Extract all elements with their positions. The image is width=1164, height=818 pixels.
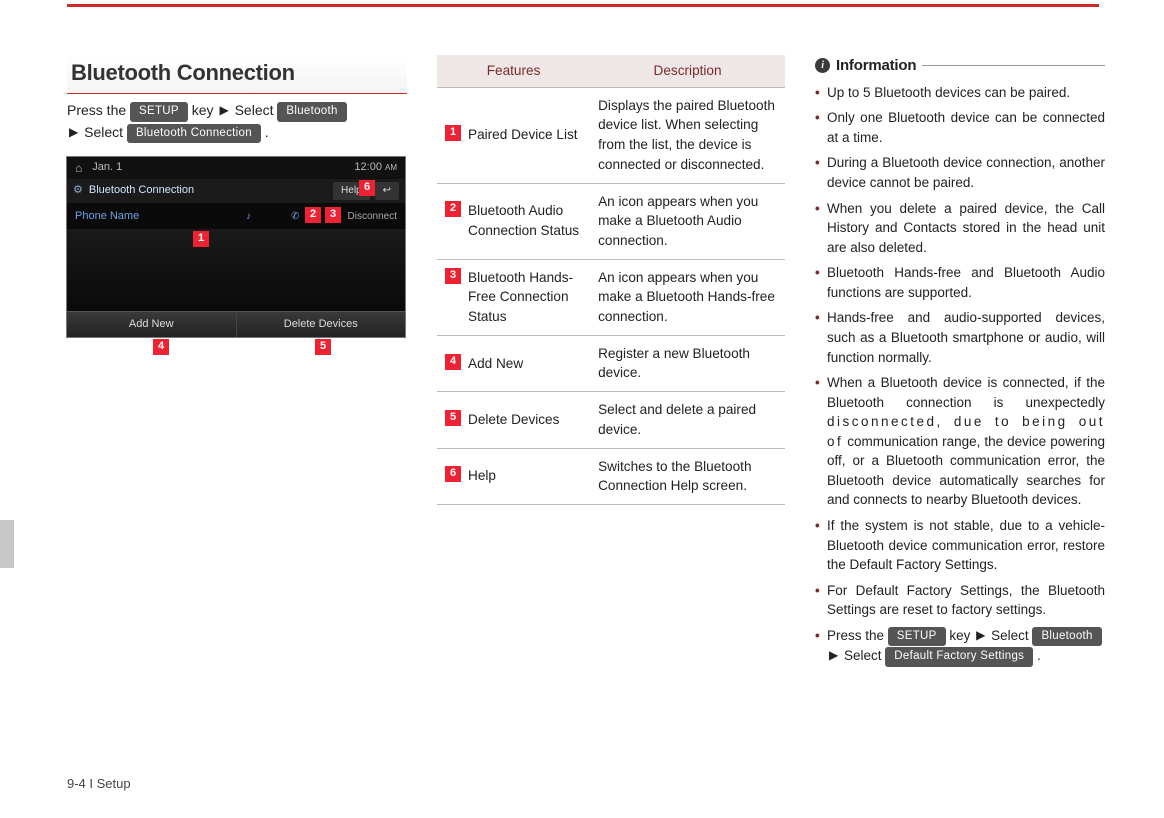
info-item: Only one Bluetooth device can be connect… — [815, 108, 1105, 147]
text: key — [192, 102, 218, 118]
info-rule — [922, 65, 1105, 66]
info-item: When you delete a paired device, the Cal… — [815, 199, 1105, 258]
table-row: 3Bluetooth Hands-Free Connection Status … — [437, 259, 785, 335]
information-heading: i Information — [815, 55, 1105, 77]
row-num: 3 — [445, 268, 461, 284]
row-desc: An icon appears when you make a Bluetoot… — [590, 259, 785, 335]
text: Select — [844, 648, 885, 663]
table-row: 2 Bluetooth Audio Connection Status An ic… — [437, 183, 785, 259]
info-item: Up to 5 Bluetooth devices can be paired. — [815, 83, 1105, 103]
row-desc: Displays the paired Bluetooth device lis… — [590, 87, 785, 183]
text: . — [265, 124, 269, 140]
intro-paragraph: Press the SETUP key ▶ Select Bluetooth ▶… — [67, 100, 407, 143]
back-button[interactable]: ↩ — [375, 182, 399, 201]
text: Press the — [827, 628, 888, 643]
info-item-last: Press the SETUP key ▶ Select Bluetooth ▶… — [815, 626, 1105, 667]
callout-4: 4 — [153, 339, 169, 355]
callout-row-bottom: 4 5 — [67, 337, 407, 357]
row-desc: Register a new Bluetooth device. — [590, 335, 785, 391]
info-item: During a Bluetooth device connection, an… — [815, 153, 1105, 192]
info-item: For Default Factory Settings, the Blueto… — [815, 581, 1105, 620]
text: Select — [991, 628, 1032, 643]
mock-statusbar: ⌂ Jan. 1 12:00 AM — [67, 157, 405, 179]
row-num: 1 — [445, 125, 461, 141]
arrow-icon: ▶ — [974, 627, 987, 644]
mock-date: Jan. 1 — [92, 160, 122, 176]
information-list: Up to 5 Bluetooth devices can be paired.… — [815, 83, 1105, 667]
default-factory-settings-key: Default Factory Settings — [885, 647, 1033, 667]
column-right: i Information Up to 5 Bluetooth devices … — [815, 55, 1105, 673]
text: Select — [235, 102, 278, 118]
text: Press the — [67, 102, 130, 118]
page-footer: 9-4 I Setup — [67, 775, 131, 794]
table-row: 1 Paired Device List Displays the paired … — [437, 87, 785, 183]
bluetooth-key: Bluetooth — [277, 102, 346, 122]
phone-icon: ✆ — [291, 210, 299, 225]
mock-title: Bluetooth Connection — [89, 183, 194, 199]
callout-2: 2 — [305, 207, 321, 223]
page-content: Bluetooth Connection Press the SETUP key… — [67, 55, 1107, 673]
callout-6: 6 — [359, 180, 375, 196]
setup-key: SETUP — [130, 102, 188, 122]
screenshot-mock: ⌂ Jan. 1 12:00 AM ⚙ Bluetooth Connection… — [67, 157, 405, 337]
setup-key: SETUP — [888, 627, 946, 647]
info-title: Information — [836, 55, 916, 77]
row-num: 2 — [445, 201, 461, 217]
info-item: Bluetooth Hands-free and Bluetooth Audio… — [815, 263, 1105, 302]
th-features: Features — [437, 55, 590, 87]
delete-devices-button[interactable]: Delete Devices — [236, 311, 406, 337]
info-icon: i — [815, 58, 830, 73]
callout-1: 1 — [193, 231, 209, 247]
row-feature: Delete Devices — [468, 410, 559, 430]
table-row: 4 Add New Register a new Bluetooth device… — [437, 335, 785, 391]
th-description: Description — [590, 55, 785, 87]
time-ampm: AM — [385, 163, 397, 172]
text: Select — [84, 124, 127, 140]
info-item: If the system is not stable, due to a ve… — [815, 516, 1105, 575]
row-feature: Add New — [468, 354, 523, 374]
mock-titlebar: ⚙ Bluetooth Connection Help ↩ — [67, 179, 405, 203]
info-item: Hands-free and audio-supported devices, … — [815, 308, 1105, 367]
mock-time: 12:00 AM — [354, 160, 397, 176]
mock-footer: Add New Delete Devices — [67, 311, 405, 337]
row-num: 4 — [445, 354, 461, 370]
home-icon: ⌂ — [75, 160, 82, 177]
column-left: Bluetooth Connection Press the SETUP key… — [67, 55, 407, 673]
arrow-icon: ▶ — [217, 102, 230, 119]
top-rule — [67, 4, 1099, 7]
features-table: Features Description 1 Paired Device List… — [437, 55, 785, 505]
table-row: 6 Help Switches to the Bluetooth Connecti… — [437, 448, 785, 504]
row-feature: Paired Device List — [468, 125, 578, 145]
column-middle: Features Description 1 Paired Device List… — [437, 55, 785, 673]
callout-3: 3 — [325, 207, 341, 223]
row-num: 5 — [445, 410, 461, 426]
phone-name-label: Phone Name — [75, 209, 139, 225]
mock-list-body — [67, 229, 405, 311]
row-desc: Switches to the Bluetooth Connection Hel… — [590, 448, 785, 504]
row-desc: Select and delete a paired device. — [590, 392, 785, 448]
audio-icon: ♪ — [246, 210, 251, 225]
disconnect-label: Disconnect — [348, 210, 397, 225]
arrow-icon: ▶ — [67, 124, 80, 141]
text: . — [1037, 648, 1041, 663]
bluetooth-connection-key: Bluetooth Connection — [127, 124, 261, 144]
add-new-button[interactable]: Add New — [67, 311, 236, 337]
row-feature: Help — [468, 466, 496, 486]
mock-list-header: Phone Name ♪ ✆ Disconnect — [67, 203, 405, 229]
section-heading: Bluetooth Connection — [67, 55, 407, 94]
time-value: 12:00 — [354, 161, 382, 173]
row-feature: Bluetooth Audio Connection Status — [468, 201, 582, 240]
bluetooth-key: Bluetooth — [1032, 627, 1101, 647]
row-desc: An icon appears when you make a Bluetoot… — [590, 183, 785, 259]
arrow-icon: ▶ — [827, 647, 840, 664]
callout-5: 5 — [315, 339, 331, 355]
text: key — [949, 628, 974, 643]
row-num: 6 — [445, 466, 461, 482]
side-tab — [0, 520, 14, 568]
row-feature: Bluetooth Hands-Free Connection Status — [468, 268, 582, 327]
bluetooth-icon: ⚙ — [73, 183, 83, 199]
info-item: When a Bluetooth device is connected, if… — [815, 373, 1105, 510]
table-row: 5 Delete Devices Select and delete a pair… — [437, 392, 785, 448]
